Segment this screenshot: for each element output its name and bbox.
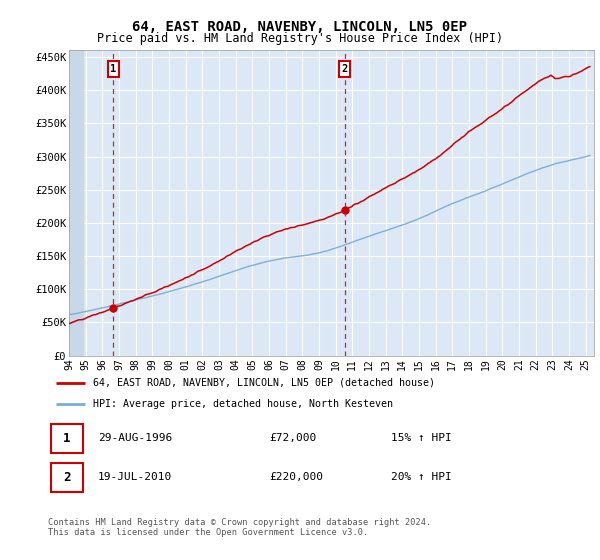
Text: 29-AUG-1996: 29-AUG-1996 — [98, 433, 172, 443]
Text: HPI: Average price, detached house, North Kesteven: HPI: Average price, detached house, Nort… — [93, 399, 393, 409]
Text: 19-JUL-2010: 19-JUL-2010 — [98, 473, 172, 482]
Text: Contains HM Land Registry data © Crown copyright and database right 2024.
This d: Contains HM Land Registry data © Crown c… — [48, 518, 431, 538]
Text: 64, EAST ROAD, NAVENBY, LINCOLN, LN5 0EP (detached house): 64, EAST ROAD, NAVENBY, LINCOLN, LN5 0EP… — [93, 378, 435, 388]
Text: 2: 2 — [341, 64, 348, 74]
FancyBboxPatch shape — [50, 463, 83, 492]
FancyBboxPatch shape — [50, 423, 83, 452]
Text: 1: 1 — [110, 64, 116, 74]
Text: 20% ↑ HPI: 20% ↑ HPI — [391, 473, 452, 482]
Bar — [69, 50, 85, 356]
Text: 15% ↑ HPI: 15% ↑ HPI — [391, 433, 452, 443]
Text: £72,000: £72,000 — [270, 433, 317, 443]
Text: 64, EAST ROAD, NAVENBY, LINCOLN, LN5 0EP: 64, EAST ROAD, NAVENBY, LINCOLN, LN5 0EP — [133, 20, 467, 34]
Text: £220,000: £220,000 — [270, 473, 324, 482]
Text: 2: 2 — [63, 471, 71, 484]
Text: Price paid vs. HM Land Registry's House Price Index (HPI): Price paid vs. HM Land Registry's House … — [97, 32, 503, 45]
Text: 1: 1 — [63, 432, 71, 445]
